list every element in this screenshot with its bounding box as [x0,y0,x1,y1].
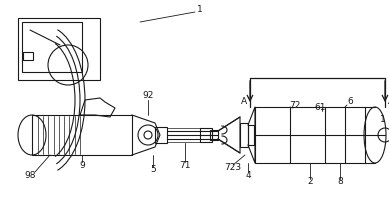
Text: A: A [388,97,389,106]
Bar [32,115,132,155]
Text: 71: 71 [179,160,191,170]
Bar [210,130,218,140]
Text: 4: 4 [245,170,251,179]
Text: 723: 723 [224,164,242,173]
Text: 8: 8 [337,178,343,186]
Text: 9: 9 [79,160,85,170]
Bar [23,52,33,60]
Text: 1: 1 [380,116,386,124]
Bar [18,18,100,80]
Bar [255,107,365,163]
Text: 92: 92 [142,91,154,100]
Text: 98: 98 [24,170,36,179]
Bar [200,128,212,142]
Text: 61: 61 [314,103,326,113]
Text: 72: 72 [289,100,301,110]
Bar [22,22,82,72]
Text: 5: 5 [150,165,156,175]
Text: 2: 2 [307,178,313,186]
Text: A: A [241,97,247,106]
Bar [248,125,254,145]
Text: 1: 1 [197,5,203,14]
Bar [240,123,248,147]
Text: 6: 6 [347,97,353,106]
Bar [155,127,167,143]
